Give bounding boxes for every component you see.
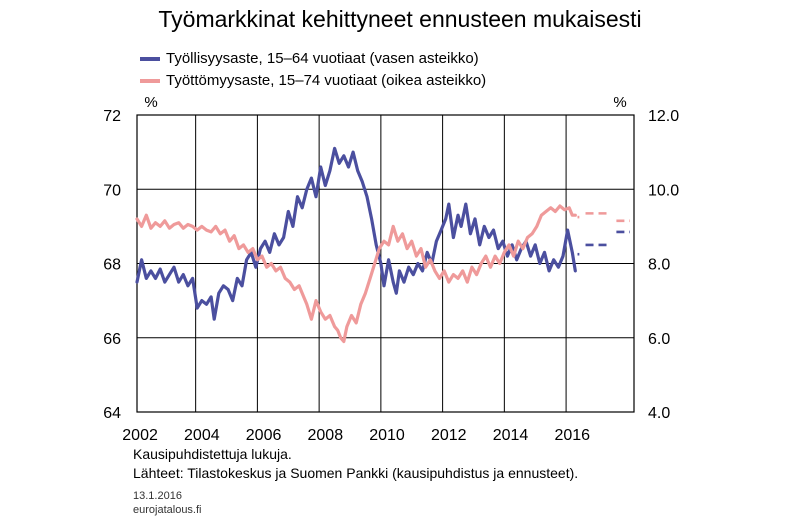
x-tick-label: 2006	[246, 427, 282, 444]
series-line-unemployment	[135, 204, 577, 344]
legend-item-employment: Työllisyysaste, 15–64 vuotiaat (vasen as…	[140, 48, 486, 70]
chart-title: Työmarkkinat kehittyneet ennusteen mukai…	[158, 6, 642, 32]
left-axis-unit: %	[144, 94, 157, 111]
x-tick-label: 2012	[431, 427, 467, 444]
left-tick-label: 64	[103, 405, 121, 422]
series-line-employment	[135, 146, 577, 321]
right-tick-label: 8.0	[648, 257, 670, 274]
legend-item-unemployment: Työttömyysaste, 15–74 vuotiaat (oikea as…	[140, 70, 486, 92]
plot-frame	[136, 114, 635, 413]
x-tick-label: 2002	[122, 427, 158, 444]
legend-swatch-employment	[140, 57, 160, 61]
right-axis-unit: %	[613, 94, 626, 111]
meta-date: 13.1.2016	[133, 490, 182, 502]
x-tick-label: 2008	[308, 427, 344, 444]
note-seasonal: Kausipuhdistettuja lukuja.	[133, 446, 292, 462]
left-tick-label: 70	[103, 182, 121, 199]
legend: Työllisyysaste, 15–64 vuotiaat (vasen as…	[140, 48, 486, 92]
right-tick-label: 10.0	[648, 182, 679, 199]
right-tick-label: 4.0	[648, 405, 670, 422]
left-tick-label: 72	[103, 108, 121, 125]
meta: 13.1.2016 eurojatalous.fi	[133, 489, 202, 517]
meta-site: eurojatalous.fi	[133, 504, 202, 516]
legend-label-unemployment: Työttömyysaste, 15–74 vuotiaat (oikea as…	[166, 72, 487, 89]
legend-swatch-unemployment	[140, 79, 160, 83]
notes: Kausipuhdistettuja lukuja. Lähteet: Tila…	[133, 445, 578, 483]
right-tick-label: 6.0	[648, 331, 670, 348]
left-tick-label: 66	[103, 331, 121, 348]
right-tick-label: 12.0	[648, 108, 679, 125]
left-tick-label: 68	[103, 257, 121, 274]
note-sources: Lähteet: Tilastokeskus ja Suomen Pankki …	[133, 465, 579, 481]
x-tick-label: 2010	[369, 427, 405, 444]
x-tick-label: 2016	[554, 427, 590, 444]
x-tick-label: 2014	[493, 427, 529, 444]
x-tick-label: 2004	[184, 427, 220, 444]
legend-label-employment: Työllisyysaste, 15–64 vuotiaat (vasen as…	[166, 50, 479, 67]
